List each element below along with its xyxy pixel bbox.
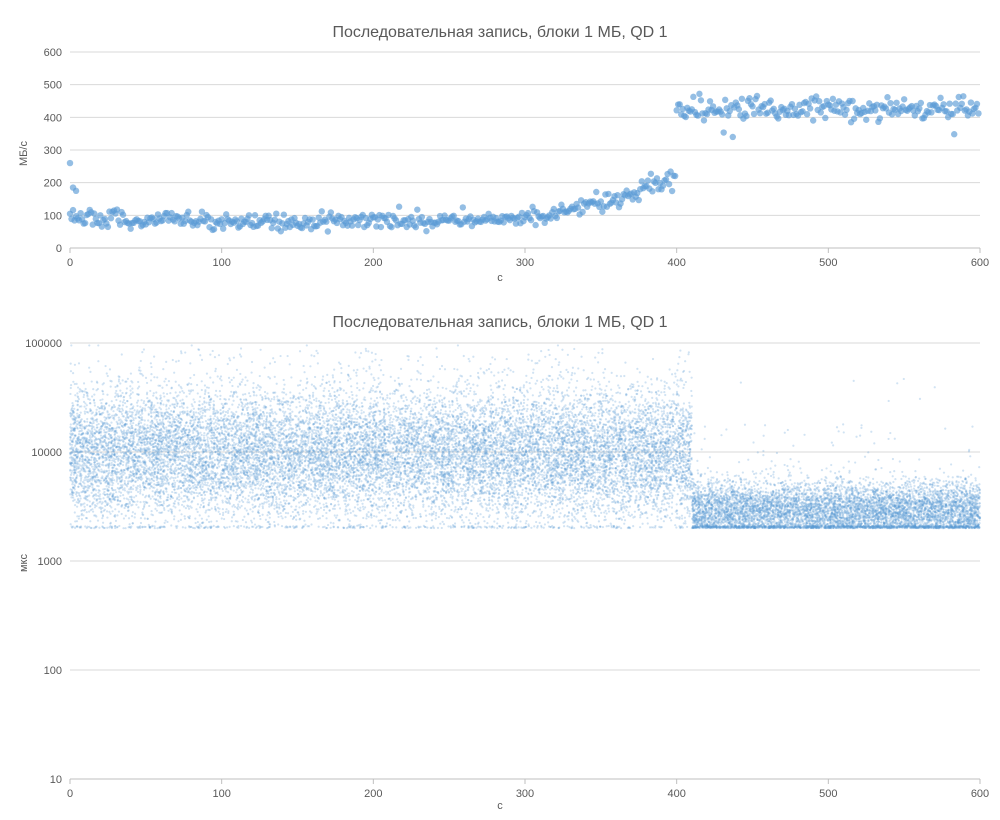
svg-text:0: 0	[67, 788, 73, 800]
chart-bottom-title: Последовательная запись, блоки 1 МБ, QD …	[0, 314, 1000, 332]
svg-text:1000: 1000	[38, 556, 62, 568]
svg-text:400: 400	[667, 788, 685, 800]
svg-text:100: 100	[212, 788, 230, 800]
svg-text:10: 10	[50, 774, 62, 786]
chart-bottom-points	[69, 344, 981, 529]
svg-text:10000: 10000	[31, 447, 62, 459]
svg-text:200: 200	[364, 788, 382, 800]
svg-text:100000: 100000	[25, 338, 62, 350]
svg-text:100: 100	[44, 665, 62, 677]
chart-bottom-xlabel: с	[0, 800, 1000, 812]
chart-bottom-ylabel: мкс	[18, 554, 30, 572]
svg-text:300: 300	[516, 788, 534, 800]
chart-bottom-svg: 10 100 1000 10000 100000 0 100 200 300 400 500 600	[0, 0, 1000, 820]
svg-text:500: 500	[819, 788, 837, 800]
svg-text:600: 600	[971, 788, 989, 800]
page-root: Последовательная запись, блоки 1 МБ, QD …	[0, 0, 1000, 820]
chart-bottom: Последовательная запись, блоки 1 МБ, QD …	[0, 0, 1000, 820]
